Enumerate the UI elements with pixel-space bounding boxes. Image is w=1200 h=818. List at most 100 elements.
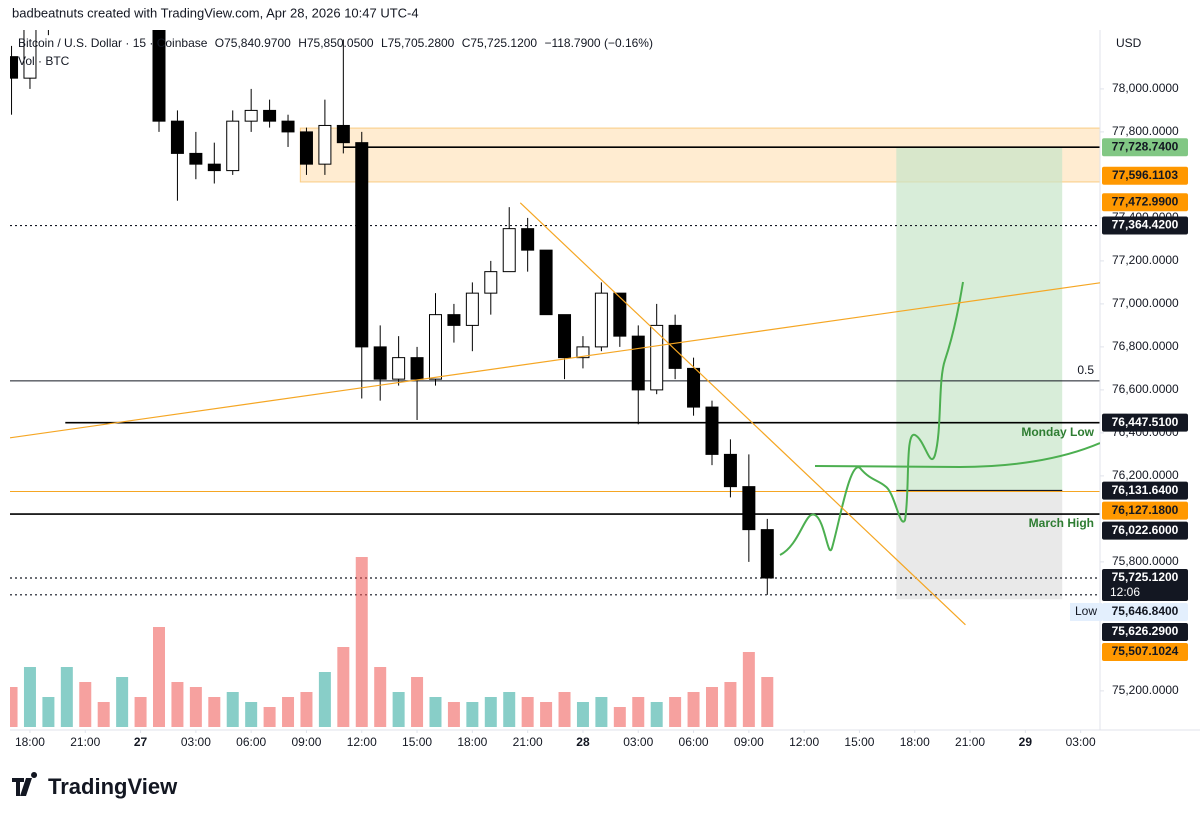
candle-body bbox=[576, 346, 590, 359]
volume-bar bbox=[79, 682, 92, 727]
x-tick-label: 09:00 bbox=[291, 735, 321, 749]
candle-body bbox=[631, 335, 645, 391]
volume-bar bbox=[503, 692, 516, 727]
price-tag bbox=[1102, 193, 1188, 212]
y-tick-label: 77,200.0000 bbox=[1112, 253, 1179, 267]
candle-body bbox=[23, 30, 37, 79]
plot-area bbox=[10, 0, 1100, 727]
logo: TradingView bbox=[12, 772, 178, 799]
y-tick-label: 76,200.0000 bbox=[1112, 468, 1179, 482]
candle-body bbox=[336, 124, 350, 144]
price-tag-label: 76,131.6400 bbox=[1112, 483, 1179, 497]
candle-body bbox=[613, 292, 627, 337]
x-tick-label: 09:00 bbox=[734, 735, 764, 749]
price-tag bbox=[1102, 501, 1188, 520]
x-tick-label: 29 bbox=[1019, 735, 1033, 749]
legend-symbol: Bitcoin / U.S. Dollar · 15 · Coinbase bbox=[18, 36, 208, 50]
legend-volume: Vol · BTC bbox=[18, 54, 70, 68]
legend-open: O75,840.9700 bbox=[215, 36, 291, 50]
candle-body bbox=[299, 131, 313, 165]
price-tag bbox=[1102, 642, 1188, 661]
x-tick-label: 21:00 bbox=[70, 735, 100, 749]
price-tag bbox=[1102, 413, 1188, 432]
candle-body bbox=[373, 346, 387, 380]
volume-bar bbox=[521, 697, 534, 727]
candle-body bbox=[318, 124, 332, 165]
x-tick-label: 27 bbox=[134, 735, 148, 749]
price-tag-label: 76,022.6000 bbox=[1112, 523, 1179, 537]
volume-bar bbox=[374, 667, 387, 727]
volume-bar bbox=[576, 702, 589, 727]
x-tick-label: 15:00 bbox=[402, 735, 432, 749]
legend-high: H75,850.0500 bbox=[298, 36, 374, 50]
volume-bar bbox=[23, 667, 36, 727]
curve-path bbox=[814, 442, 1100, 469]
volume-bar bbox=[245, 702, 258, 727]
currency: USD bbox=[1116, 36, 1142, 50]
price-tag-label: 77,728.7400 bbox=[1112, 139, 1179, 153]
volume-bar bbox=[97, 702, 110, 727]
logo-icon bbox=[12, 772, 38, 796]
level-label: March High bbox=[1029, 516, 1094, 530]
candle-body bbox=[392, 357, 406, 380]
price-tag-side-label: Low bbox=[1075, 604, 1097, 618]
volume-bar bbox=[392, 692, 405, 727]
candle-body bbox=[61, 0, 73, 3]
volume-bar bbox=[226, 692, 239, 727]
level-label: Monday Low bbox=[1021, 425, 1094, 439]
volume-bar bbox=[742, 652, 755, 727]
volume-bar bbox=[318, 672, 331, 727]
volume-bar bbox=[189, 687, 202, 727]
volume-bar bbox=[263, 707, 276, 727]
volume-bar bbox=[669, 697, 682, 727]
price-tag-label: 76,127.1800 bbox=[1112, 503, 1179, 517]
volume-bar bbox=[484, 697, 497, 727]
candle-body bbox=[687, 367, 701, 408]
volume-bar bbox=[282, 697, 295, 727]
candle-body bbox=[723, 453, 737, 488]
volume-bar bbox=[134, 697, 147, 727]
x-tick-label: 12:00 bbox=[347, 735, 377, 749]
candle-body bbox=[355, 142, 369, 348]
candle-body bbox=[650, 324, 664, 391]
candle-body bbox=[668, 324, 682, 369]
price-tag-label: 75,725.1200 bbox=[1112, 570, 1179, 584]
drawings bbox=[10, 202, 1100, 626]
candle-body bbox=[135, 0, 147, 3]
x-tick-label: 21:00 bbox=[955, 735, 985, 749]
volume-bar bbox=[60, 667, 73, 727]
volume-bar bbox=[10, 687, 18, 727]
price-tag bbox=[1102, 568, 1188, 601]
y-tick-label: 75,800.0000 bbox=[1112, 554, 1179, 568]
y-tick-label: 76,600.0000 bbox=[1112, 382, 1179, 396]
x-tick-label: 12:00 bbox=[789, 735, 819, 749]
y-tick-label: 75,200.0000 bbox=[1112, 683, 1179, 697]
candle-body bbox=[281, 120, 295, 133]
candle-body bbox=[447, 314, 461, 326]
volume-bar bbox=[705, 687, 718, 727]
candle-body bbox=[189, 152, 203, 165]
candle-body bbox=[558, 314, 572, 359]
volume-bar bbox=[300, 692, 313, 727]
volume-bar bbox=[632, 697, 645, 727]
price-tag-label: 77,364.4200 bbox=[1112, 218, 1179, 232]
price-tags: 77,728.7400 77,596.1103 77,472.9900 77,364.… bbox=[1070, 138, 1188, 661]
candle-body bbox=[484, 271, 498, 294]
x-tick-label: 03:00 bbox=[181, 735, 211, 749]
candle-body bbox=[742, 486, 756, 531]
candle-body bbox=[10, 56, 19, 79]
candle-body bbox=[502, 228, 516, 273]
price-tag bbox=[1102, 481, 1188, 500]
volume-bar bbox=[171, 682, 184, 727]
candle-body bbox=[594, 292, 608, 348]
price-tag-label: 75,507.1024 bbox=[1112, 644, 1179, 658]
candle-body bbox=[465, 292, 479, 326]
volume-bar bbox=[466, 702, 479, 727]
price-tag bbox=[1102, 521, 1188, 540]
legend: Bitcoin / U.S. Dollar · 15 · Coinbase O7… bbox=[18, 36, 653, 50]
y-tick-label: 77,000.0000 bbox=[1112, 296, 1179, 310]
volume-bar bbox=[558, 692, 571, 727]
candle-body bbox=[263, 109, 277, 122]
